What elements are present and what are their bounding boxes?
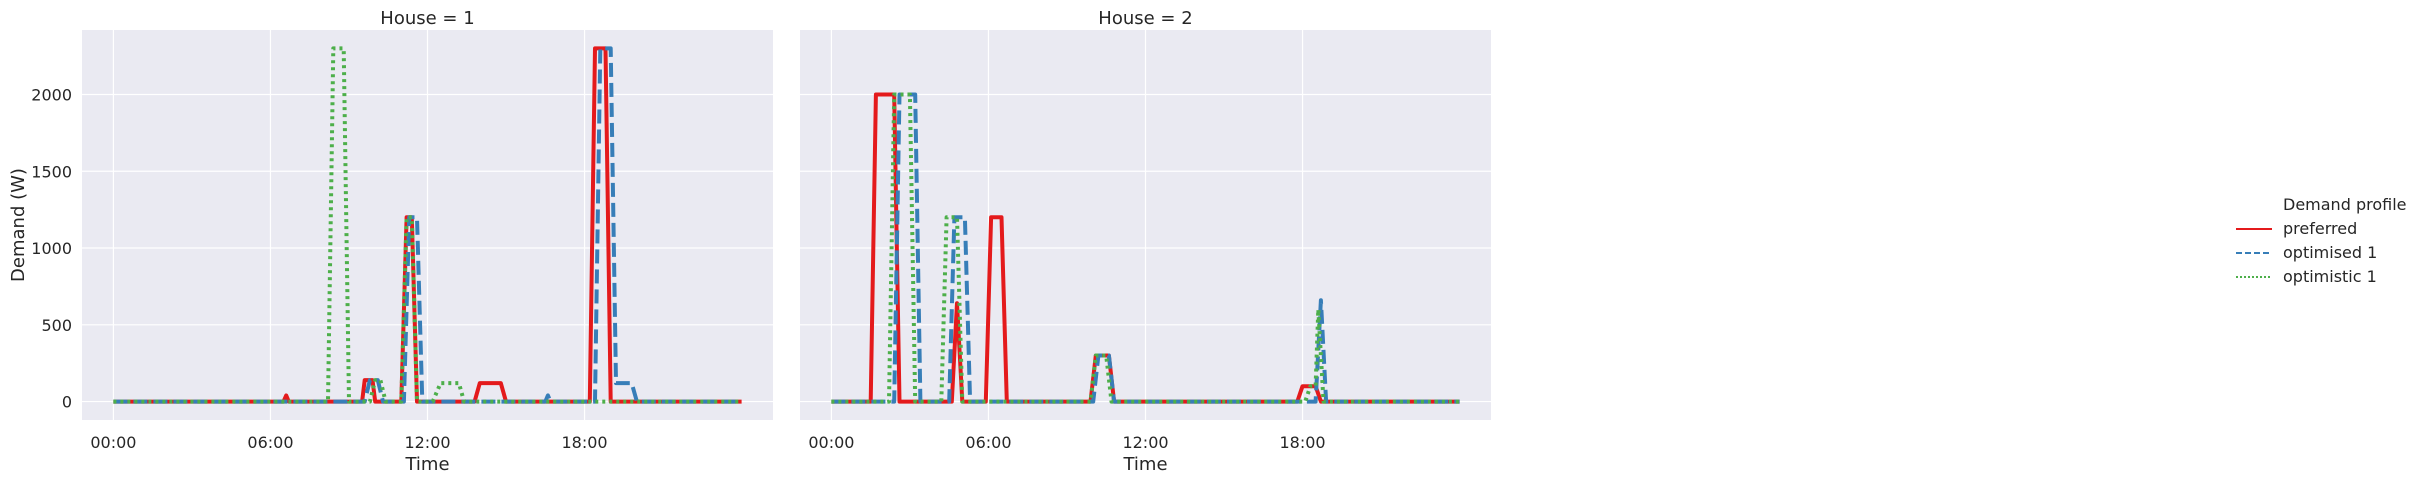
legend: Demand profile preferred optimised 1 optim… <box>2236 195 2406 286</box>
legend-title: Demand profile <box>2283 195 2406 214</box>
series-line-optimistic-1 <box>831 92 1460 404</box>
legend-entry: optimistic 1 <box>2283 267 2377 286</box>
panel-title: House = 1 <box>380 8 474 29</box>
y-tick-label: 1500 <box>31 162 72 181</box>
x-tick-label: 18:00 <box>561 433 607 452</box>
x-tick-label: 06:00 <box>965 433 1011 452</box>
panel-title: House = 2 <box>1098 8 1192 29</box>
panel-2: House = 2 00:00 06:00 12:00 18:00 Time <box>800 8 1491 475</box>
x-tick-label: 12:00 <box>1122 433 1168 452</box>
y-tick-label: 0 <box>62 393 72 412</box>
x-axis-label: Time <box>404 454 449 475</box>
x-tick-label: 00:00 <box>808 433 854 452</box>
y-tick-label: 500 <box>41 316 72 335</box>
y-axis-label: Demand (W) <box>8 168 29 282</box>
legend-entry: optimised 1 <box>2283 243 2377 262</box>
y-tick-label: 1000 <box>31 239 72 258</box>
x-tick-label: 18:00 <box>1279 433 1325 452</box>
x-tick-label: 06:00 <box>247 433 293 452</box>
series-line-optimised-1 <box>113 46 742 404</box>
series-line-optimistic-1 <box>113 46 742 404</box>
x-tick-label: 12:00 <box>404 433 450 452</box>
y-tick-label: 2000 <box>31 85 72 104</box>
panel-1: House = 1 00:00 06:00 12:00 18:00 Time 0 500 100… <box>31 8 773 475</box>
x-axis-label: Time <box>1122 454 1167 475</box>
x-tick-label: 00:00 <box>90 433 136 452</box>
legend-entry: preferred <box>2283 219 2357 238</box>
